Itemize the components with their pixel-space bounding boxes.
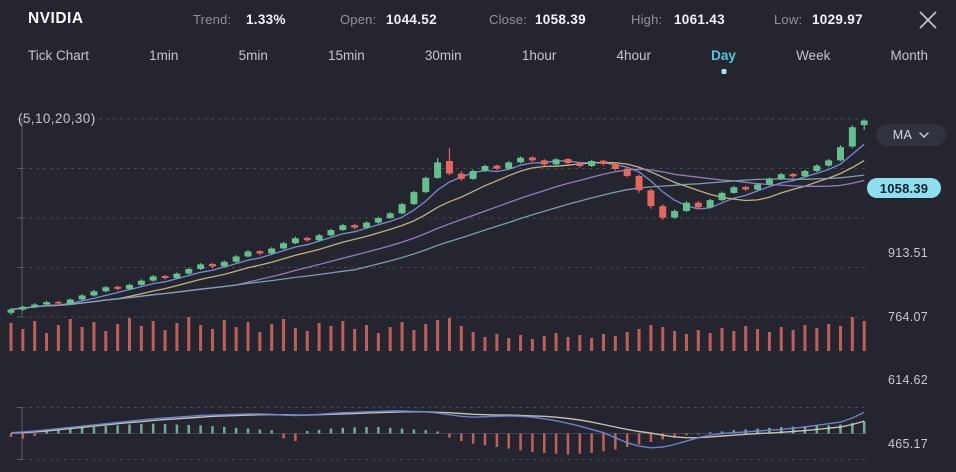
close-value: 1058.39 [535, 11, 586, 27]
low-label: Low: [774, 12, 803, 27]
ma5-line [10, 143, 865, 311]
tab-15min[interactable]: 15min [327, 48, 365, 63]
grid-lines [17, 118, 866, 460]
tab-week[interactable]: Week [796, 48, 831, 63]
tab-1min[interactable]: 1min [149, 48, 179, 63]
high-label: High: [631, 12, 663, 27]
macd-line [10, 410, 865, 449]
price-axis-tick-2: 764.07 [887, 310, 929, 324]
ma30-line [10, 174, 865, 311]
price-axis-tick-4: 465.17 [887, 437, 929, 451]
ma-indicator-dropdown[interactable]: MA [876, 124, 946, 146]
current-price-tag: 1058.39 [867, 178, 941, 198]
tab-30min[interactable]: 30min [424, 48, 462, 63]
active-tab-dot [721, 69, 727, 74]
tab-day[interactable]: Day [711, 44, 736, 74]
trend-label: Trend: [193, 12, 232, 27]
macd-histogram [9, 421, 866, 455]
signal-line [10, 411, 865, 439]
low-value: 1029.97 [812, 11, 863, 27]
volume-series [9, 317, 866, 351]
tab-5min[interactable]: 5min [238, 48, 268, 63]
close-button[interactable] [914, 6, 942, 34]
symbol-title: NVIDIA [28, 10, 84, 27]
open-label: Open: [340, 12, 377, 27]
high-value: 1061.43 [674, 11, 725, 27]
ma-dropdown-label: MA [892, 128, 913, 142]
open-value: 1044.52 [386, 11, 437, 27]
trend-value: 1.33% [246, 11, 286, 27]
tab-day-label: Day [711, 48, 736, 63]
tab-1hour[interactable]: 1hour [521, 48, 557, 63]
price-axis-tick-1: 913.51 [887, 246, 929, 260]
close-label: Close: [489, 12, 528, 27]
chevron-down-icon [919, 132, 930, 138]
tab-month[interactable]: Month [890, 48, 928, 63]
macd-lines [10, 410, 865, 449]
tab-4hour[interactable]: 4hour [616, 48, 652, 63]
ma-params-label: (5,10,20,30) [18, 111, 96, 126]
tab-tick-chart[interactable]: Tick Chart [28, 48, 90, 63]
timeframe-tabs: Tick Chart 1min 5min 15min 30min 1hour 4… [0, 44, 956, 74]
price-axis-tick-3: 614.62 [887, 373, 929, 387]
close-icon [919, 11, 937, 29]
candlestick-series [7, 119, 868, 315]
